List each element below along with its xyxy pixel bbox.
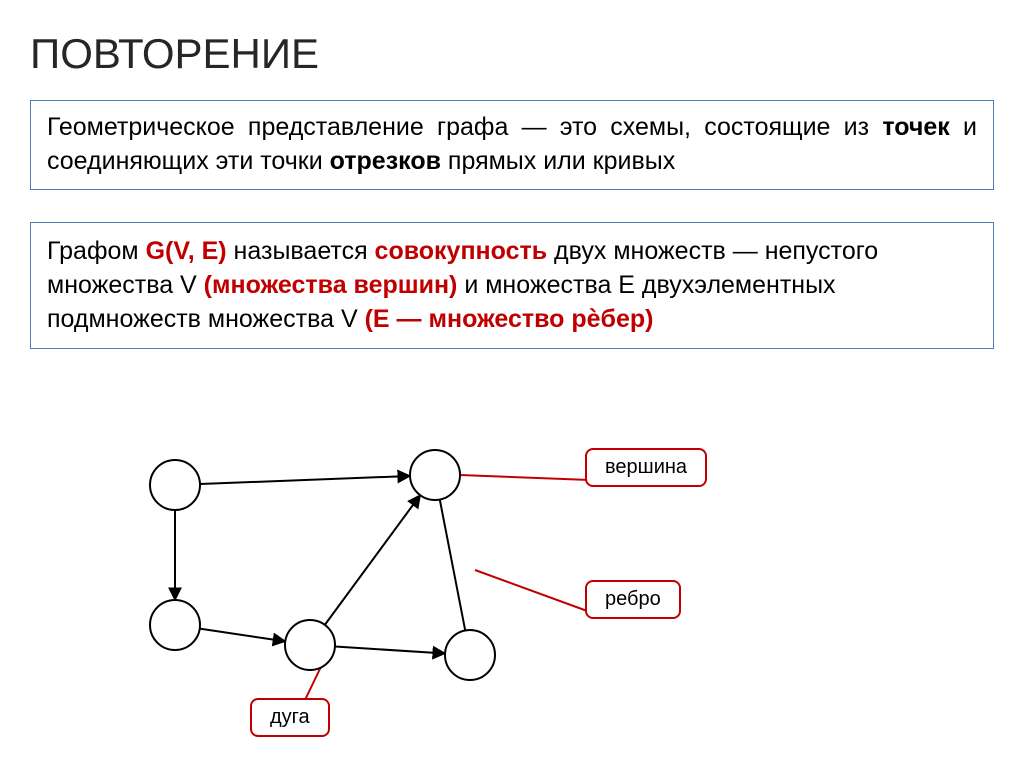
def1-pre: Геометрическое представление графа — это… — [47, 113, 882, 141]
graph-node — [150, 460, 200, 510]
graph-node — [150, 600, 200, 650]
def1-post: прямых или кривых — [441, 147, 675, 175]
graph-node — [285, 620, 335, 670]
callout-pointer — [475, 570, 590, 612]
def2-gve: G(V, E) — [146, 237, 227, 265]
graph-svg — [135, 430, 895, 750]
graph-edge — [200, 476, 410, 484]
callout-arc: дуга — [250, 698, 330, 737]
graph-node — [445, 630, 495, 680]
graph-edge — [325, 495, 420, 625]
callout-pointer — [460, 475, 590, 480]
graph-edge — [440, 500, 465, 631]
def2-mv: (множества вершин) — [204, 271, 458, 299]
graph-node — [410, 450, 460, 500]
def2-p2: называется — [227, 237, 375, 265]
definition-box-1: Геометрическое представление графа — это… — [30, 100, 994, 190]
def1-hl2: отрезков — [330, 147, 441, 175]
def1-hl1: точек — [882, 113, 950, 141]
definition-box-2: Графом G(V, E) называется совокупность д… — [30, 222, 994, 349]
graph-edge — [200, 629, 286, 642]
callout-vertex: вершина — [585, 448, 707, 487]
callout-edge: ребро — [585, 580, 681, 619]
graph-diagram: вершина ребро дуга — [135, 430, 895, 750]
def2-me: (E — множество рѐбер) — [365, 305, 654, 333]
def2-p1: Графом — [47, 237, 146, 265]
def2-sov: совокупность — [375, 237, 548, 265]
graph-edge — [335, 647, 445, 654]
page-title: ПОВТОРЕНИЕ — [30, 30, 319, 78]
